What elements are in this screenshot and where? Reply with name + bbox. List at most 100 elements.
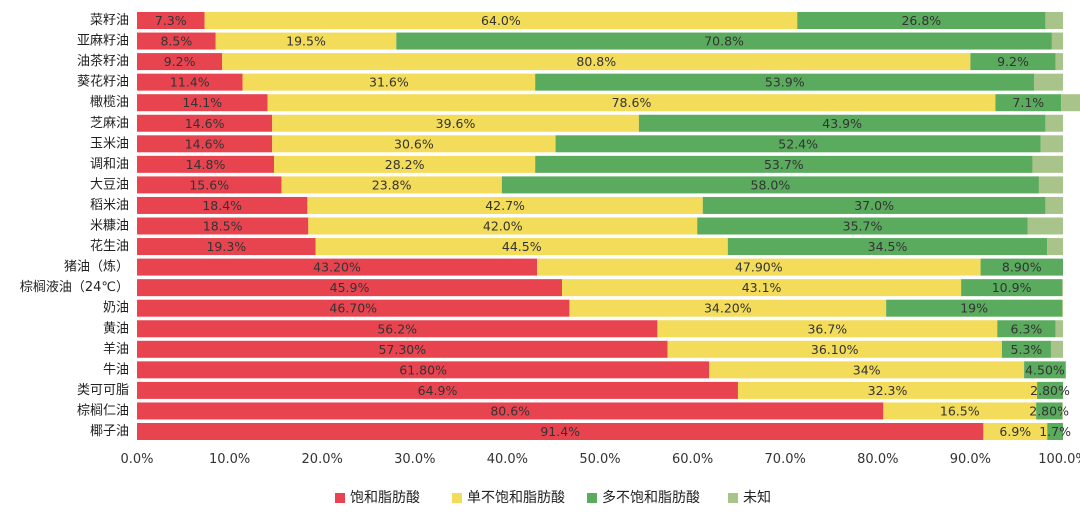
data-label: 14.8%	[186, 157, 226, 172]
category-labels: 菜籽油亚麻籽油油茶籽油葵花籽油橄榄油芝麻油玉米油调和油大豆油稻米油米糠油花生油猪…	[20, 13, 129, 439]
bar-segment	[727, 238, 1048, 256]
bar-segment	[272, 114, 639, 132]
data-label: 35.7%	[843, 219, 883, 234]
data-label: 47.90%	[735, 260, 783, 275]
bar-segment	[137, 155, 275, 173]
data-label: 32.3%	[868, 383, 908, 398]
category-label: 椰子油	[90, 424, 129, 439]
bar-segment	[1051, 32, 1063, 50]
bar-segment	[1036, 402, 1063, 420]
data-label: 61.80%	[399, 362, 447, 377]
data-label: 42.7%	[485, 198, 525, 213]
category-label: 类可可脂	[77, 383, 129, 398]
data-label: 8.5%	[160, 34, 192, 49]
bar-segment	[535, 73, 1035, 91]
data-label: 4.50%	[1025, 362, 1065, 377]
data-label: 64.9%	[418, 383, 458, 398]
data-label: 19.3%	[206, 239, 246, 254]
data-label: 2.80%	[1030, 383, 1070, 398]
category-label: 葵花籽油	[77, 74, 129, 90]
data-label: 56.2%	[377, 321, 417, 336]
bar-segment	[1024, 361, 1066, 379]
bar-segment	[137, 279, 563, 297]
bar-segment	[242, 73, 536, 91]
x-tick-label: 30.0%	[394, 452, 435, 467]
bar-segment	[137, 94, 268, 112]
data-label: 43.20%	[313, 260, 361, 275]
data-label: 53.7%	[764, 157, 804, 172]
legend-label: 饱和脂肪酸	[350, 490, 420, 506]
data-label: 26.8%	[901, 13, 941, 28]
category-label: 橄榄油	[90, 94, 129, 110]
bar-segment	[281, 176, 502, 194]
bar-segment	[137, 361, 710, 379]
bar-segment	[1055, 320, 1063, 338]
bar-segment	[215, 32, 397, 50]
bar-segment	[983, 423, 1048, 440]
data-label: 43.1%	[742, 280, 782, 295]
bar-segment	[137, 299, 570, 317]
legend-label: 未知	[743, 489, 771, 506]
data-label: 80.8%	[576, 54, 616, 69]
legend-swatch	[452, 493, 462, 503]
data-label: 37.0%	[854, 198, 894, 213]
data-label: 14.6%	[185, 116, 225, 131]
bar-segment	[1045, 114, 1063, 132]
data-label: 34.5%	[868, 239, 908, 254]
bar-segment	[667, 340, 1002, 358]
bar-segment	[137, 258, 538, 276]
data-label: 43.9%	[822, 116, 862, 131]
x-tick-label: 60.0%	[672, 452, 713, 467]
category-label: 猪油（炼）	[64, 260, 129, 275]
bar-segment	[274, 155, 536, 173]
category-label: 芝麻油	[90, 115, 129, 131]
data-label: 16.5%	[940, 403, 980, 418]
bar-segment	[555, 135, 1041, 153]
bar-segment	[980, 258, 1063, 276]
bar-segment	[137, 12, 205, 29]
bar-segment	[1001, 340, 1051, 358]
bar-segment	[1045, 12, 1063, 29]
bar-segment	[995, 94, 1062, 112]
bar-segment	[569, 299, 887, 317]
bar-segment	[137, 402, 884, 420]
data-label: 19%	[960, 301, 988, 316]
data-label: 18.5%	[203, 219, 243, 234]
bar-segment	[137, 217, 309, 235]
bar-segment	[137, 381, 738, 399]
data-label: 70.8%	[704, 34, 744, 49]
bar-segment	[1027, 217, 1063, 235]
bar-segment	[315, 238, 728, 256]
bar-segment	[137, 53, 223, 71]
x-tick-label: 80.0%	[857, 452, 898, 467]
bar-segment	[1050, 340, 1063, 358]
data-label: 19.5%	[286, 34, 326, 49]
x-tick-label: 90.0%	[950, 452, 991, 467]
data-label: 9.2%	[164, 54, 196, 69]
data-label: 58.0%	[751, 177, 791, 192]
bar-segment	[137, 73, 243, 91]
data-label: 34%	[853, 362, 881, 377]
bar-segment	[970, 53, 1056, 71]
data-label: 31.6%	[369, 75, 409, 90]
bar-segment	[501, 176, 1039, 194]
bar-segment	[1040, 135, 1063, 153]
bar-segment	[886, 299, 1063, 317]
data-label: 91.4%	[540, 424, 580, 439]
bar-segment	[1037, 381, 1063, 399]
bar-segment	[137, 238, 316, 256]
category-label: 亚麻籽油	[77, 34, 129, 49]
data-label: 53.9%	[765, 75, 805, 90]
bar-segment	[1061, 94, 1080, 112]
bar-segment	[797, 12, 1046, 29]
category-label: 花生油	[90, 238, 129, 254]
data-label: 15.6%	[189, 177, 229, 192]
bar-segment	[961, 279, 1063, 297]
legend-label: 多不饱和脂肪酸	[602, 489, 700, 506]
data-label: 14.6%	[185, 136, 225, 151]
x-tick-label: 40.0%	[487, 452, 528, 467]
category-label: 羊油	[103, 341, 129, 357]
bar-segment	[137, 114, 273, 132]
data-label: 1.7%	[1039, 424, 1071, 439]
